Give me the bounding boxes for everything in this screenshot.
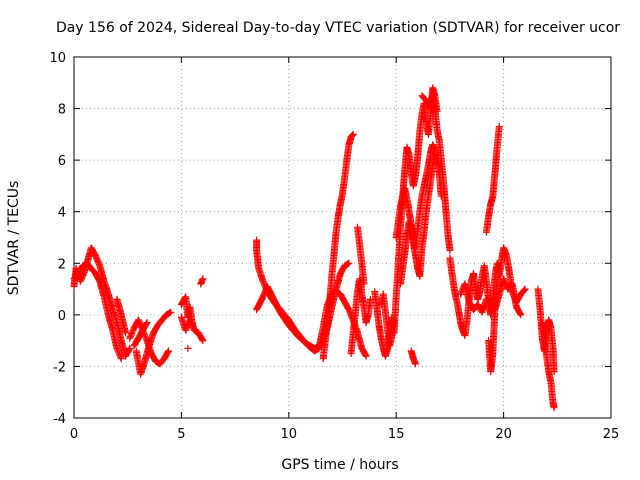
data-points [70, 84, 558, 412]
data-point-series [130, 319, 151, 350]
axis-ticks: 0 5 10 15 20 25 -4 -2 0 2 4 6 8 10 [49, 51, 619, 442]
y-tick-label: 6 [58, 154, 66, 169]
data-point-series [407, 347, 419, 368]
data-point-series [354, 223, 368, 288]
data-point-series [70, 259, 125, 363]
data-point-series [70, 244, 134, 360]
y-tick-label: 10 [49, 51, 66, 66]
x-axis-label: GPS time / hours [281, 457, 398, 473]
x-tick-label: 15 [388, 427, 405, 442]
y-tick-label: 8 [58, 103, 66, 118]
x-tick-label: 25 [603, 427, 620, 442]
data-point-series [482, 123, 503, 236]
chart-title: Day 156 of 2024, Sidereal Day-to-day VTE… [56, 20, 620, 36]
x-tick-label: 0 [70, 427, 78, 442]
plot-frame [73, 56, 612, 419]
data-point-series [534, 285, 558, 376]
data-point-series [132, 308, 175, 378]
y-tick-label: 4 [58, 206, 66, 221]
data-point-series [397, 151, 439, 288]
data-point-series [485, 264, 503, 376]
y-tick-label: -4 [53, 412, 66, 427]
data-point-series [197, 275, 207, 288]
data-point-series [253, 259, 353, 352]
x-tick-label: 10 [281, 427, 298, 442]
y-tick-label: 2 [58, 257, 66, 272]
y-tick-label: 0 [58, 309, 66, 324]
grid [74, 57, 611, 418]
data-point-series [319, 130, 357, 363]
data-point-series [184, 344, 192, 352]
x-tick-label: 20 [495, 427, 512, 442]
y-tick-label: -2 [53, 360, 66, 375]
x-tick-label: 5 [177, 427, 185, 442]
data-point-series [347, 275, 374, 357]
data-point-series [113, 295, 130, 337]
y-axis-label: SDTVAR / TECUs [6, 181, 22, 296]
data-point-series [177, 313, 194, 334]
data-point-series [418, 84, 441, 115]
